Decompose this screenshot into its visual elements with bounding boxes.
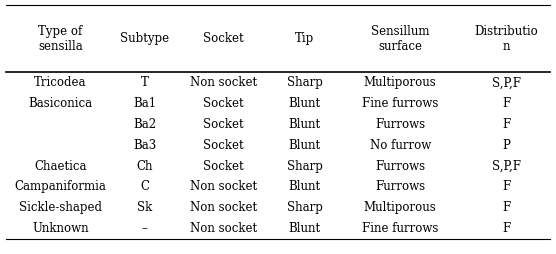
Text: Multiporous: Multiporous: [364, 76, 436, 89]
Text: Distributio
n: Distributio n: [475, 25, 538, 53]
Text: Sharp: Sharp: [287, 201, 322, 214]
Text: Basiconica: Basiconica: [28, 97, 92, 110]
Text: Blunt: Blunt: [289, 180, 321, 194]
Text: Sharp: Sharp: [287, 76, 322, 89]
Text: Blunt: Blunt: [289, 139, 321, 152]
Text: Tip: Tip: [295, 32, 314, 45]
Text: Ch: Ch: [137, 160, 153, 173]
Text: Chaetica: Chaetica: [34, 160, 87, 173]
Text: Blunt: Blunt: [289, 97, 321, 110]
Text: Sickle-shaped: Sickle-shaped: [19, 201, 102, 214]
Text: Socket: Socket: [203, 118, 244, 131]
Text: Socket: Socket: [203, 139, 244, 152]
Text: Blunt: Blunt: [289, 222, 321, 235]
Text: Campaniformia: Campaniformia: [14, 180, 106, 194]
Text: S,P,F: S,P,F: [492, 76, 521, 89]
Text: Unknown: Unknown: [32, 222, 88, 235]
Text: Non socket: Non socket: [190, 222, 257, 235]
Text: Sharp: Sharp: [287, 160, 322, 173]
Text: Sensillum
surface: Sensillum surface: [371, 25, 429, 53]
Text: Sk: Sk: [137, 201, 152, 214]
Text: Furrows: Furrows: [375, 118, 425, 131]
Text: Non socket: Non socket: [190, 201, 257, 214]
Text: Furrows: Furrows: [375, 180, 425, 194]
Text: F: F: [503, 201, 511, 214]
Text: Fine furrows: Fine furrows: [362, 97, 438, 110]
Text: Non socket: Non socket: [190, 180, 257, 194]
Text: F: F: [503, 97, 511, 110]
Text: Ba2: Ba2: [133, 118, 156, 131]
Text: F: F: [503, 118, 511, 131]
Text: P: P: [503, 139, 510, 152]
Text: Ba1: Ba1: [133, 97, 156, 110]
Text: Blunt: Blunt: [289, 118, 321, 131]
Text: Ba3: Ba3: [133, 139, 157, 152]
Text: Fine furrows: Fine furrows: [362, 222, 438, 235]
Text: Socket: Socket: [203, 160, 244, 173]
Text: –: –: [142, 222, 148, 235]
Text: Tricodea: Tricodea: [34, 76, 87, 89]
Text: S,P,F: S,P,F: [492, 160, 521, 173]
Text: Socket: Socket: [203, 97, 244, 110]
Text: C: C: [141, 180, 150, 194]
Text: Multiporous: Multiporous: [364, 201, 436, 214]
Text: Subtype: Subtype: [120, 32, 170, 45]
Text: F: F: [503, 222, 511, 235]
Text: Socket: Socket: [203, 32, 244, 45]
Text: Furrows: Furrows: [375, 160, 425, 173]
Text: F: F: [503, 180, 511, 194]
Text: No furrow: No furrow: [370, 139, 431, 152]
Text: Type of
sensilla: Type of sensilla: [38, 25, 83, 53]
Text: T: T: [141, 76, 149, 89]
Text: Non socket: Non socket: [190, 76, 257, 89]
